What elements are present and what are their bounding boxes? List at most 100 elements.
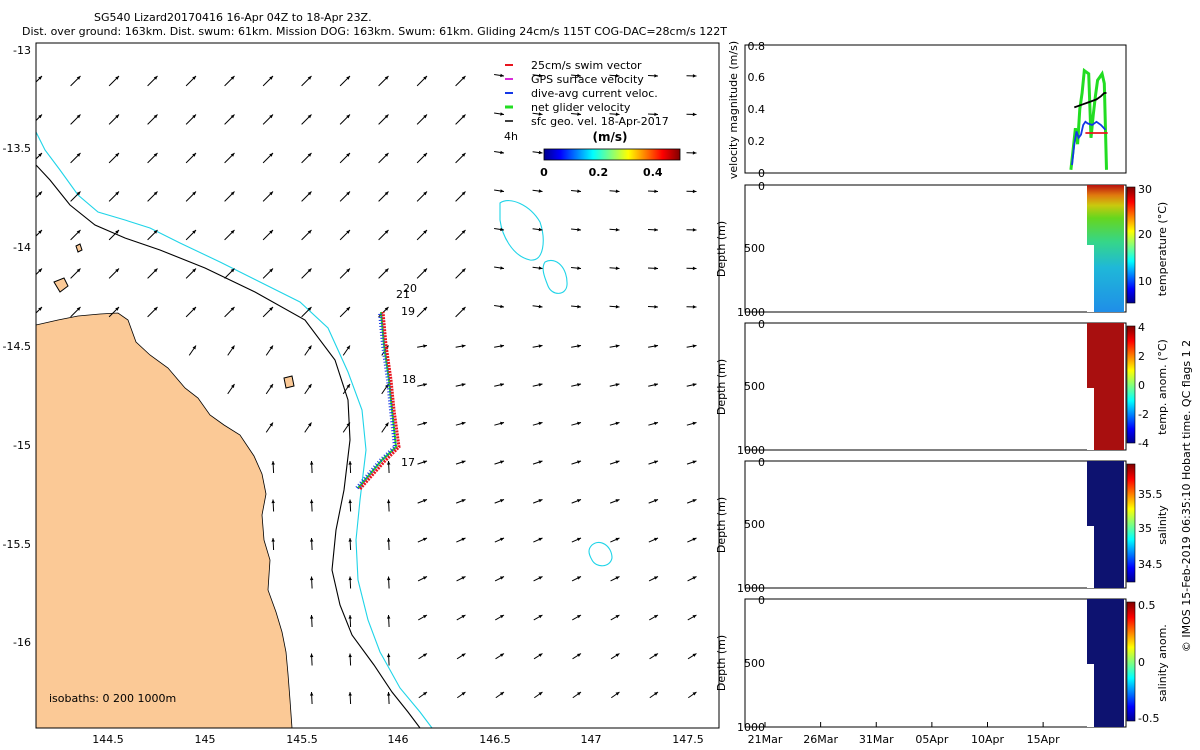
dac-track <box>355 311 398 490</box>
sfc-geo-arrowhead <box>692 266 697 271</box>
sfc-geo-arrowhead <box>153 153 158 157</box>
sfc-geo-arrowhead <box>577 73 581 78</box>
salinity-anom-colorbar <box>1126 601 1136 722</box>
sfc-geo-arrowhead <box>577 499 581 503</box>
sfc-geo-arrowhead <box>423 537 427 542</box>
sfc-geo-arrowhead <box>384 191 389 196</box>
velocity-line-dac <box>1071 120 1107 166</box>
sfc-geo-arrowhead <box>348 731 351 735</box>
sfc-geo-arrowhead <box>538 421 543 426</box>
legend-entry-net: net glider velocity <box>505 101 631 114</box>
colorbar-tick-label: 0.4 <box>643 166 663 179</box>
sfc-geo-arrowhead <box>386 615 391 619</box>
sfc-geo-arrowhead <box>577 576 581 580</box>
salinity-anom-panel: 0 500 1000 Depth (m) -0.5 0 0.5 salinity… <box>715 594 1169 734</box>
sfc-geo-arrowhead <box>271 538 275 542</box>
vel-ytick: 0 <box>758 167 765 180</box>
sfc-geo-arrowhead <box>348 692 352 696</box>
sfc-geo-arrowhead <box>538 460 543 464</box>
sfc-geo-arrowhead <box>269 307 273 311</box>
sfc-geo-arrowhead <box>76 114 81 119</box>
sfc-geo-arrowhead <box>192 345 196 350</box>
sfc-geo-vector <box>650 731 658 737</box>
sfc-geo-arrowhead <box>38 307 42 311</box>
sfc-geo-arrowhead <box>38 76 42 80</box>
track-label-4h: 4h <box>504 130 518 143</box>
sfc-geo-arrowhead <box>500 227 504 232</box>
sfc-geo-arrowhead <box>692 344 697 348</box>
track-label-20: 20 <box>403 282 417 295</box>
velocity-ylabel: velocity magnitude (m/s) <box>727 41 740 179</box>
cbar-tick: 35 <box>1138 522 1152 535</box>
sfc-geo-arrowhead <box>76 153 81 157</box>
map-ytick: -16 <box>13 636 31 649</box>
sfc-geo-arrowhead <box>577 383 581 387</box>
sfc-geo-arrowhead <box>153 230 158 234</box>
salinity-panel: 0 500 1000 Depth (m) 34.5 35 35.5 salini… <box>715 456 1169 595</box>
sfc-geo-arrowhead <box>461 114 466 119</box>
sfc-geo-arrowhead <box>692 112 697 117</box>
track-label-17: 17 <box>401 456 415 469</box>
sfc-geo-arrowhead <box>654 344 658 348</box>
sfc-geo-arrowhead <box>308 384 312 388</box>
sfc-geo-arrowhead <box>153 76 158 80</box>
velocity-frame <box>744 44 1127 174</box>
sfc-geo-arrowhead <box>115 76 119 80</box>
sfc-geo-arrowhead <box>538 304 543 309</box>
sfc-geo-arrowhead <box>386 692 391 696</box>
sfc-geo-arrowhead <box>346 384 350 388</box>
sfc-geo-arrowhead <box>539 731 543 735</box>
sfc-geo-arrowhead <box>692 74 697 78</box>
sfc-geo-arrowhead <box>269 345 273 350</box>
salinity-anom-clabel: salinity anom. <box>1156 624 1169 702</box>
sfc-geo-arrowhead <box>423 114 427 119</box>
sfc-geo-vector <box>458 731 466 737</box>
sfc-geo-arrowhead <box>153 114 158 119</box>
sfc-geo-arrowhead <box>615 383 620 387</box>
sfc-geo-arrowhead <box>269 191 273 196</box>
sfc-geo-arrowhead <box>615 576 620 580</box>
sfc-geo-arrowhead <box>654 421 658 426</box>
sfc-geo-vector <box>612 731 620 737</box>
sfc-geo-arrowhead <box>423 307 427 311</box>
sfc-geo-arrowhead <box>423 576 427 580</box>
land-mass <box>36 312 293 728</box>
sfc-geo-arrowhead <box>115 230 119 234</box>
sfc-geo-arrowhead <box>192 307 196 311</box>
salinity-anom-ylabel: Depth (m) <box>715 635 728 691</box>
depth-tick: 0 <box>758 456 765 469</box>
temp-anom-frame <box>744 322 1127 451</box>
sfc-geo-arrowhead <box>654 576 658 580</box>
legend-entry-swim: 25cm/s swim vector <box>505 59 642 72</box>
sfc-geo-arrowhead <box>423 731 427 735</box>
sfc-geo-arrowhead <box>348 576 352 581</box>
sfc-geo-arrowhead <box>500 460 504 464</box>
sfc-geo-arrowhead <box>38 153 42 157</box>
cbar-tick: 0 <box>1138 379 1145 392</box>
map-ytick: -14 <box>13 241 31 254</box>
sfc-geo-arrowhead <box>538 189 543 193</box>
isobath-note: isobaths: 0 200 1000m <box>49 692 176 705</box>
temperature-colorbar <box>1126 186 1136 304</box>
legend-entry-dac: dive-avg current veloc. <box>505 87 658 100</box>
sfc-geo-arrowhead <box>615 112 620 116</box>
speed-colorbar: (m/s) 0 0.2 0.4 <box>540 130 681 179</box>
salinity-ylabel: Depth (m) <box>715 497 728 553</box>
sfc-geo-arrowhead <box>692 383 697 387</box>
salinity-clabel: salinity <box>1156 505 1169 545</box>
sfc-geo-arrowhead <box>307 114 312 119</box>
sfc-geo-arrowhead <box>692 692 697 696</box>
sfc-geo-arrowhead <box>654 305 658 309</box>
sfc-geo-arrowhead <box>230 268 235 273</box>
temperature-profile-gap <box>1087 245 1094 312</box>
time-tick-label: 26Mar <box>803 733 838 746</box>
sfc-geo-arrowhead <box>461 576 466 580</box>
cbar-tick: 30 <box>1138 183 1152 196</box>
colorbar-ticks: 0 0.2 0.4 <box>540 166 663 179</box>
sfc-geo-arrowhead <box>230 76 235 80</box>
sfc-geo-arrowhead <box>230 114 235 119</box>
sfc-geo-arrowhead <box>500 112 504 116</box>
sfc-geo-arrowhead <box>654 228 658 232</box>
sfc-geo-arrowhead <box>348 499 352 504</box>
sfc-geo-arrowhead <box>348 461 352 465</box>
